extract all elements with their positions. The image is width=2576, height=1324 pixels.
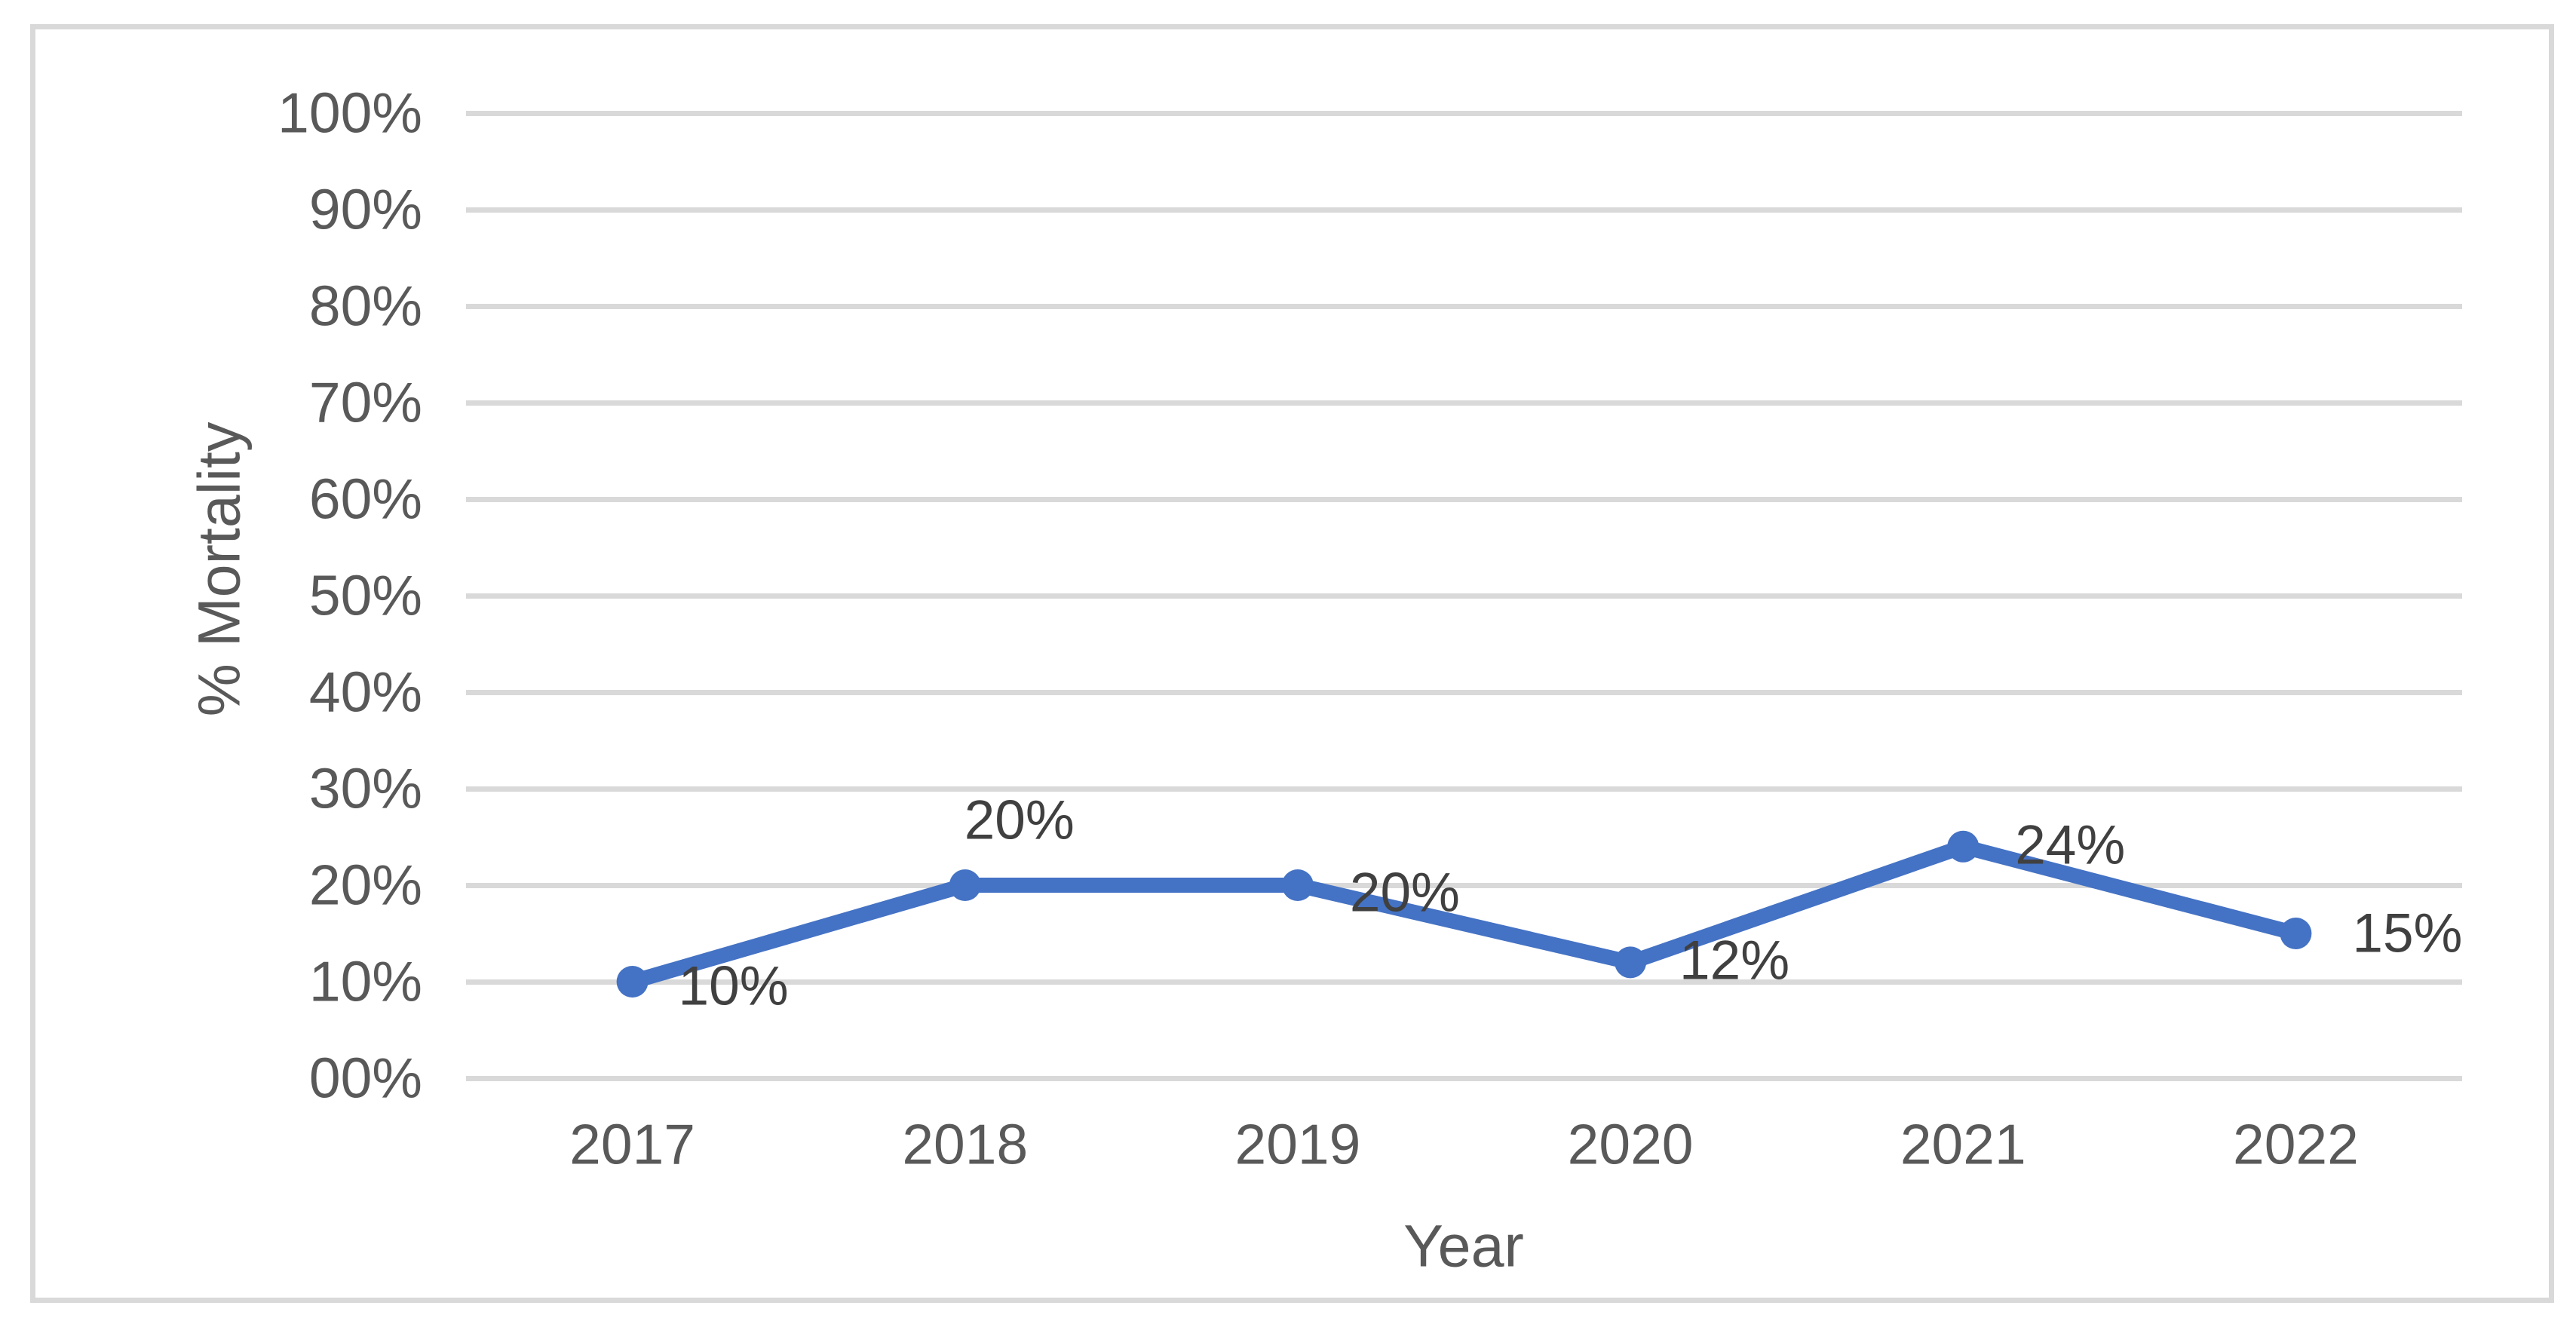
y-tick-label: 90%: [308, 177, 422, 241]
data-point-label: 15%: [2352, 903, 2463, 964]
data-point-marker: [1947, 830, 1980, 863]
x-axis-title: Year: [1403, 1212, 1524, 1280]
data-point-label: 12%: [1679, 930, 1790, 991]
x-tick-label: 2020: [1567, 1112, 1694, 1176]
data-point-marker: [2280, 918, 2312, 949]
x-tick-label: 2019: [1234, 1112, 1361, 1176]
y-tick-label: 50%: [308, 563, 422, 627]
y-tick-label: 100%: [278, 81, 422, 145]
data-point-label: 20%: [1349, 862, 1460, 924]
data-point-marker: [616, 966, 649, 998]
x-tick-label: 2021: [1900, 1112, 2026, 1176]
data-point-marker: [1615, 946, 1647, 979]
y-tick-label: 80%: [308, 274, 422, 338]
gridline: [466, 979, 2462, 985]
series-line: [624, 838, 2304, 989]
gridline: [466, 593, 2462, 599]
gridline: [466, 689, 2462, 695]
gridline: [466, 303, 2462, 309]
y-tick-label: 20%: [308, 853, 422, 917]
data-point-marker: [1281, 869, 1314, 901]
y-tick-label: 40%: [308, 660, 422, 724]
gridline: [466, 110, 2462, 116]
data-point-marker: [949, 869, 981, 901]
gridline: [466, 882, 2462, 888]
gridline: [466, 207, 2462, 213]
gridline: [466, 496, 2462, 502]
chart-border: [30, 24, 2554, 1303]
x-tick-label: 2017: [569, 1112, 696, 1176]
y-tick-label: 00%: [308, 1046, 422, 1110]
gridline: [466, 1075, 2462, 1081]
data-point-label: 20%: [964, 789, 1075, 851]
data-point-label: 24%: [2015, 814, 2126, 876]
y-axis-title: % Mortality: [185, 421, 253, 717]
x-tick-label: 2022: [2232, 1112, 2359, 1176]
data-point-label: 10%: [678, 955, 789, 1017]
x-tick-label: 2018: [902, 1112, 1029, 1176]
y-tick-label: 10%: [308, 949, 422, 1013]
y-tick-label: 30%: [308, 756, 422, 820]
gridline: [466, 400, 2462, 406]
y-tick-label: 60%: [308, 467, 422, 531]
gridline: [466, 786, 2462, 792]
y-tick-label: 70%: [308, 370, 422, 434]
